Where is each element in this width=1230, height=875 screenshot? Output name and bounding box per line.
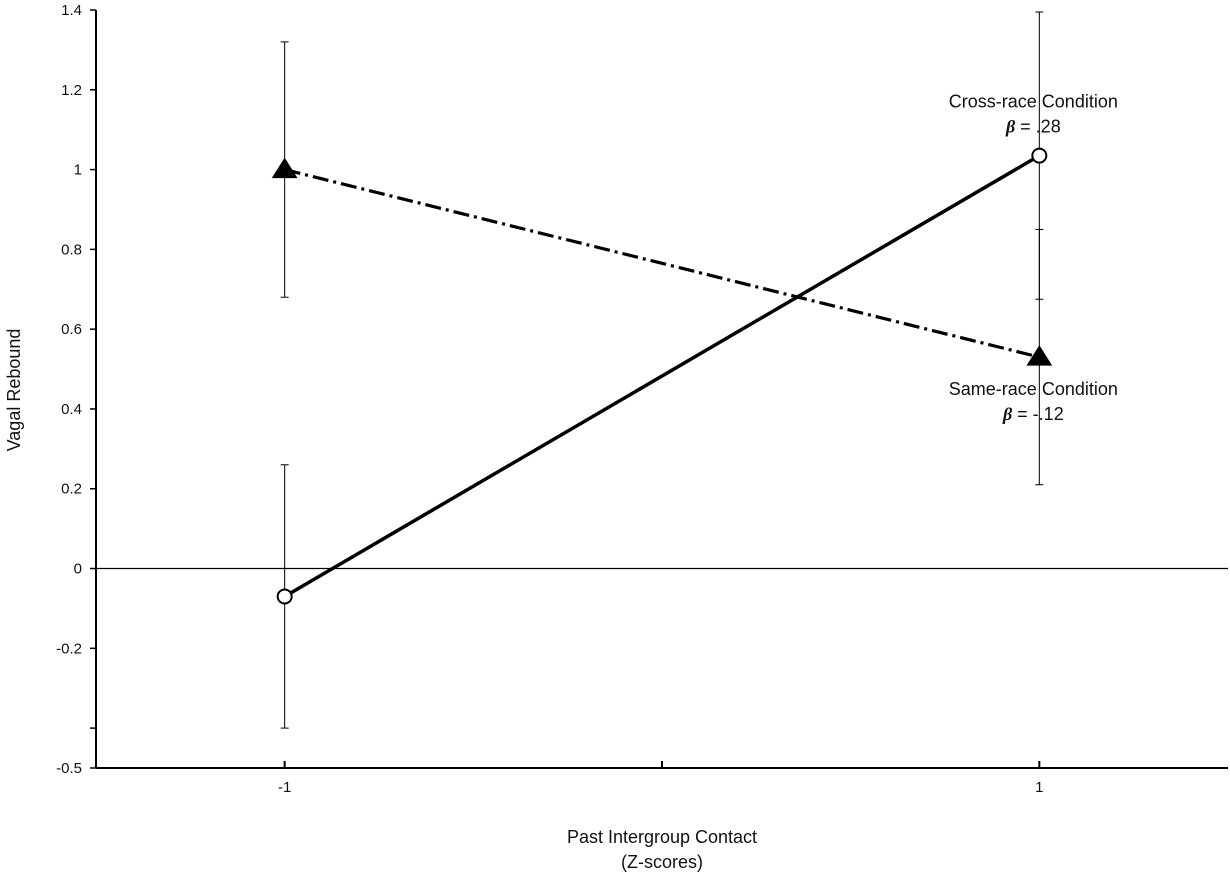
point-same-1 bbox=[1026, 345, 1053, 366]
series-lines bbox=[283, 154, 1041, 598]
annotation-same-beta: β = -.12 bbox=[1002, 404, 1064, 424]
y-tick-label-3: 0 bbox=[74, 561, 82, 578]
beta-value-cross: = .28 bbox=[1015, 117, 1061, 137]
y-tick-label-0: -0.5 bbox=[56, 760, 82, 777]
y-tick-label-9: 1.2 bbox=[61, 82, 82, 99]
x-axis-title-line2: (Z-scores) bbox=[621, 852, 703, 872]
series-line-same bbox=[284, 168, 1040, 359]
x-tick-label-0: -1 bbox=[278, 779, 291, 796]
beta-symbol-same: β bbox=[1002, 404, 1013, 424]
series-line-cross bbox=[283, 154, 1041, 598]
y-axis-title: Vagal Rebound bbox=[4, 329, 24, 452]
annotations: Cross-race Condition β = .28 Same-race Con… bbox=[949, 92, 1118, 424]
data-points bbox=[271, 147, 1053, 605]
x-tick-label-2: 1 bbox=[1035, 779, 1043, 796]
tick-marks bbox=[90, 9, 1041, 769]
point-same-0 bbox=[271, 157, 298, 179]
annotation-cross-beta: β = .28 bbox=[1005, 117, 1061, 137]
y-tick-label-5: 0.4 bbox=[61, 401, 82, 418]
point-cross-1 bbox=[1031, 147, 1048, 164]
error-bars bbox=[280, 11, 1044, 729]
beta-value-same: = -.12 bbox=[1012, 404, 1064, 424]
y-tick-label-6: 0.6 bbox=[61, 321, 82, 338]
x-axis-title: Past Intergroup Contact bbox=[567, 827, 757, 847]
annotation-cross-label: Cross-race Condition bbox=[949, 92, 1118, 112]
annotation-same-label: Same-race Condition bbox=[949, 379, 1118, 399]
y-tick-label-2: -0.2 bbox=[56, 640, 82, 657]
y-tick-label-4: 0.2 bbox=[61, 481, 82, 498]
beta-symbol-cross: β bbox=[1005, 117, 1016, 137]
y-tick-label-10: 1.4 bbox=[61, 2, 82, 19]
y-tick-label-8: 1 bbox=[74, 162, 82, 179]
y-tick-label-7: 0.8 bbox=[61, 241, 82, 258]
point-cross-0 bbox=[276, 588, 293, 605]
tick-labels: -0.5 -0.2 0 0.2 0.4 0.6 0.8 1 1.2 1.4 -1 1 bbox=[56, 2, 1043, 796]
